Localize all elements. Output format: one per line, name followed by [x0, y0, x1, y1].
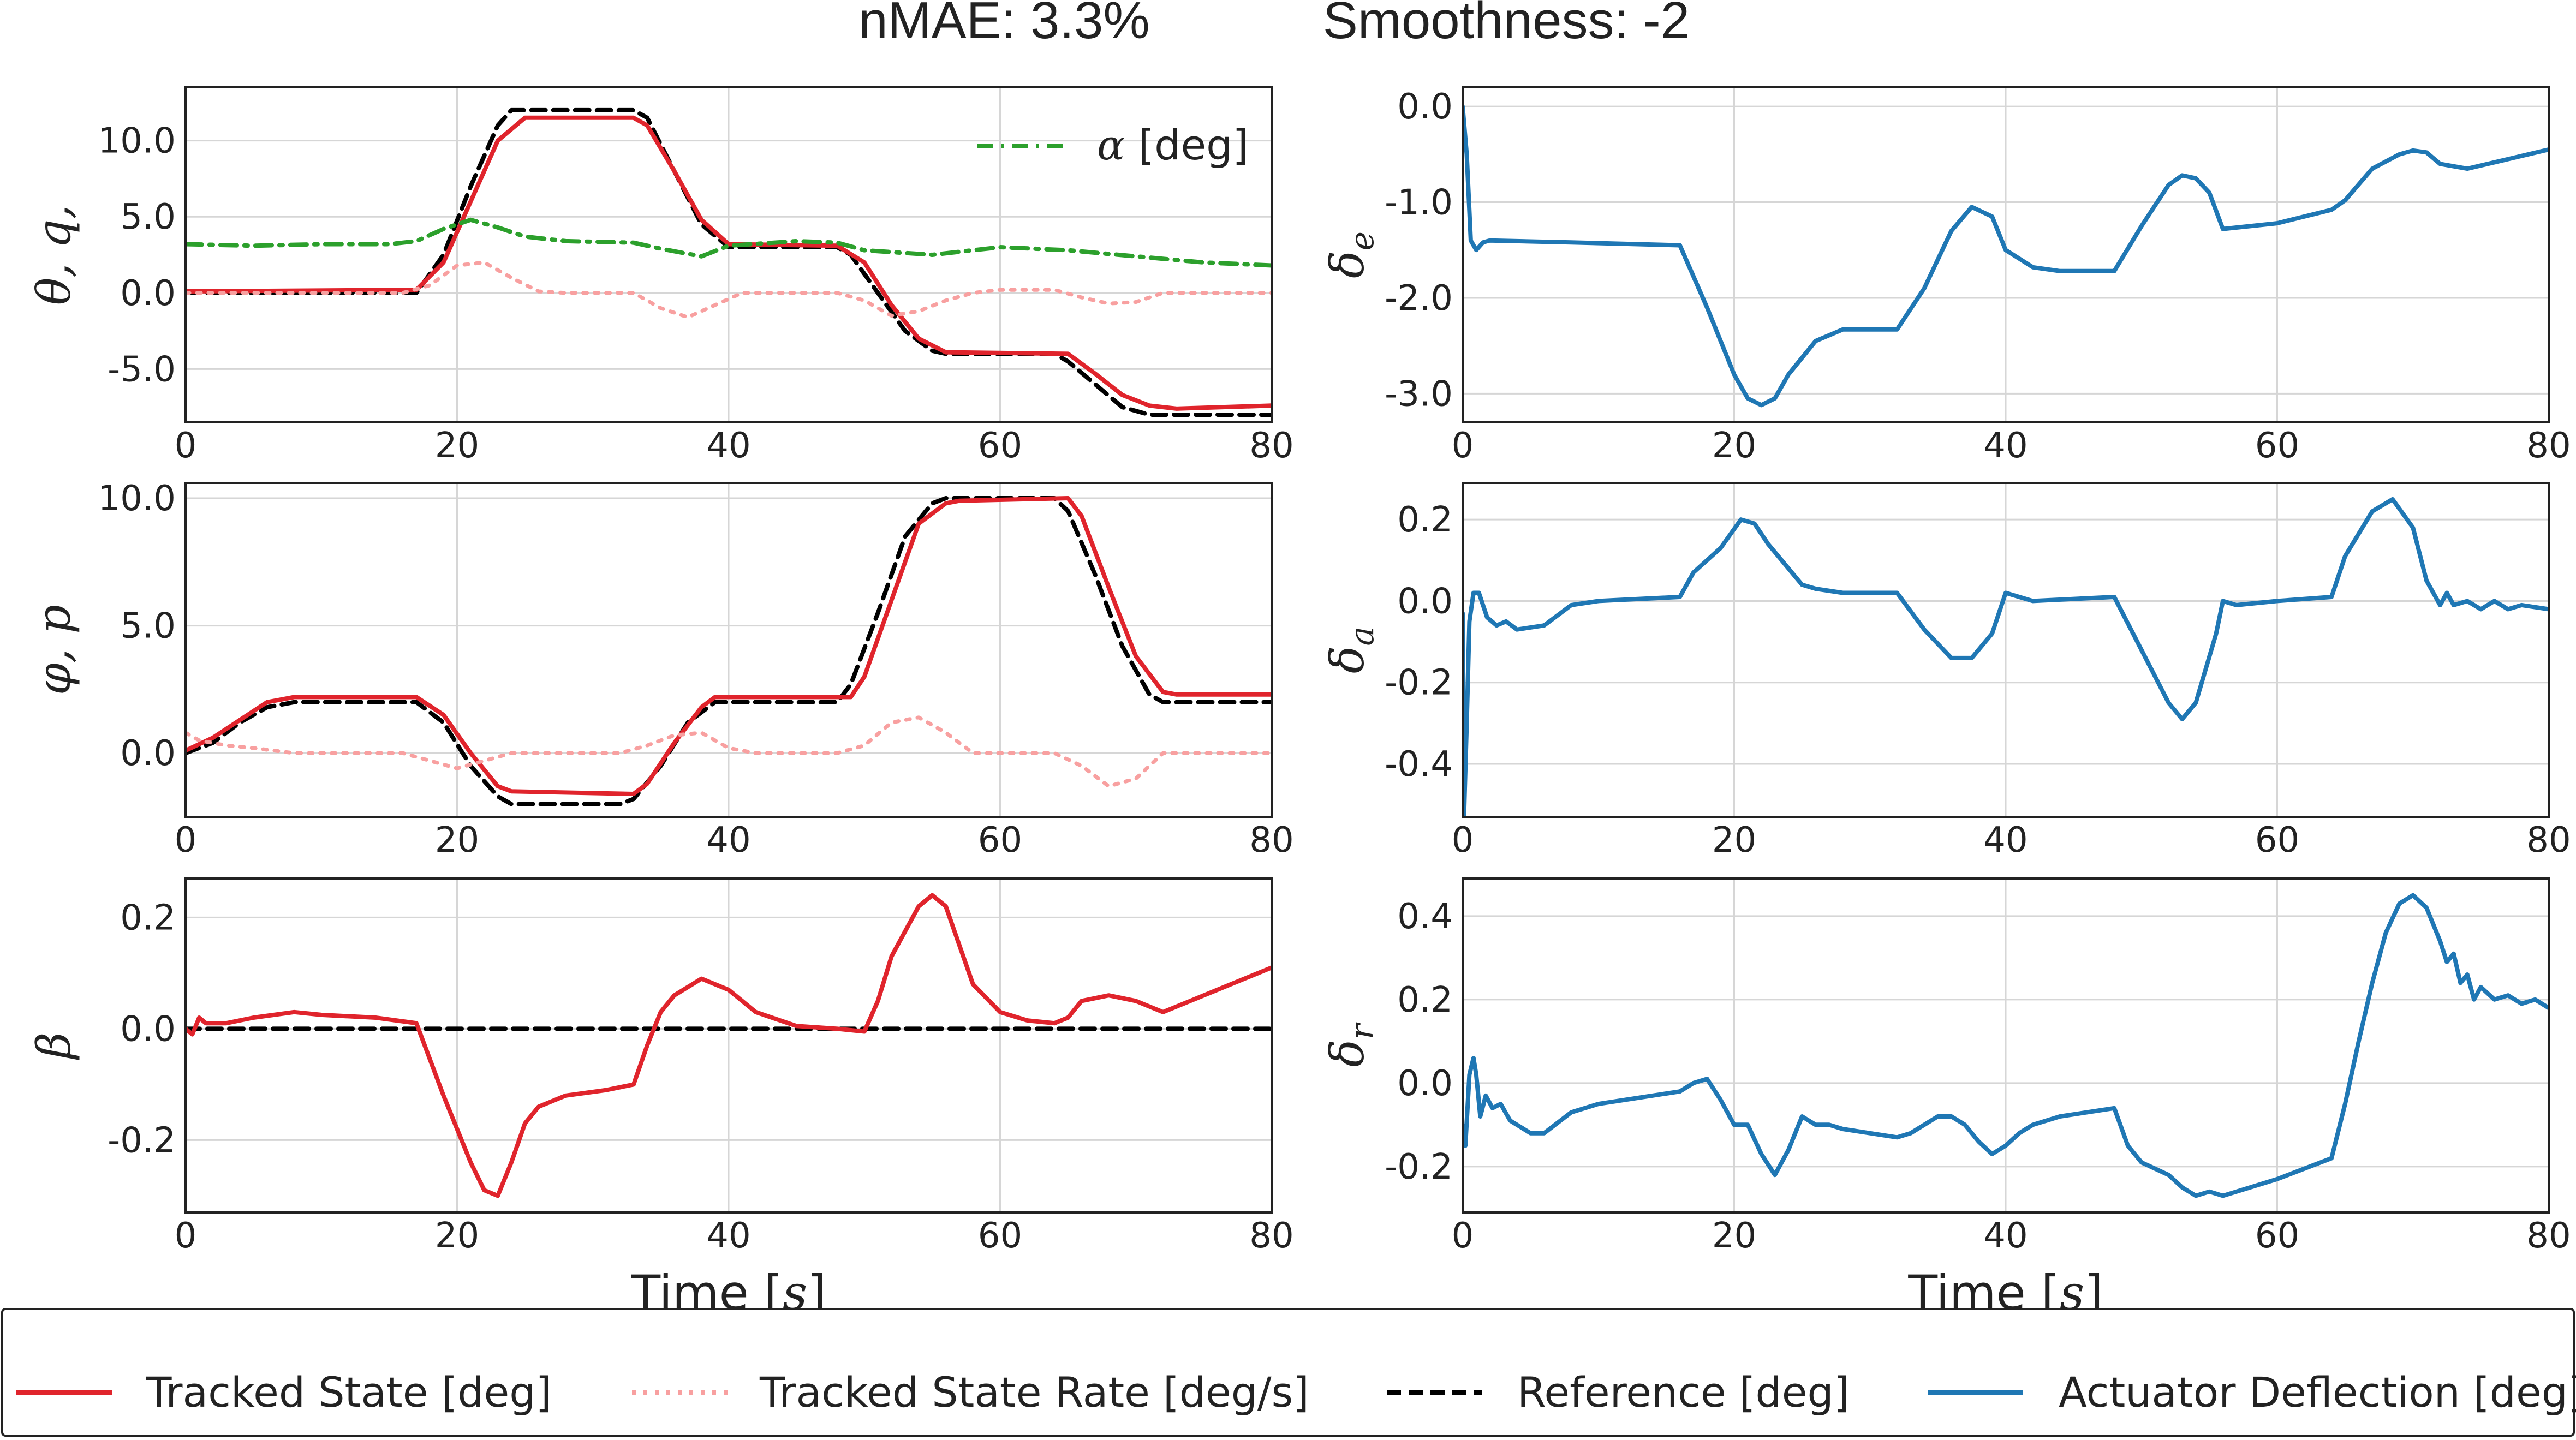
roll-xtick-label: 60 [978, 820, 1022, 861]
roll-series-group [186, 496, 1272, 806]
elevator-ytick-label: -1.0 [1385, 183, 1453, 223]
sideslip-ylabel: β [27, 1032, 81, 1061]
pitch-xtick-label: 80 [1249, 426, 1293, 466]
sideslip-xtick-label: 40 [706, 1216, 750, 1256]
elevator-xtick-label: 20 [1712, 426, 1756, 466]
rudder-xtick-label: 40 [1983, 1216, 2028, 1256]
rudder-xtick-label: 80 [2526, 1216, 2571, 1256]
aileron-xtick-label: 80 [2526, 820, 2571, 861]
aileron-ylabel: δa [1321, 626, 1381, 673]
legend-reference-label: Reference [deg] [1517, 1368, 1850, 1417]
aileron-series-actuator [1463, 497, 2549, 817]
roll-series-tracked [186, 496, 1272, 796]
aileron-ytick-label: -0.2 [1385, 663, 1453, 703]
elevator-xtick-label: 0 [1452, 426, 1474, 466]
elevator-xtick-label: 80 [2526, 426, 2571, 466]
aileron-xtick-label: 60 [2255, 820, 2299, 861]
pitch-series-group [186, 107, 1272, 417]
sideslip-ytick-label: 0.2 [120, 898, 176, 938]
panel-roll: 0 20 40 60 80 0.0 5.0 10.0 φ, p [27, 479, 1294, 861]
panel-pitch: 0 20 40 60 80 -5.0 0.0 5.0 10.0 θ, q, α [deg] [27, 86, 1294, 466]
elevator-ytick-label: -2.0 [1385, 278, 1453, 319]
rudder-ytick-label: -0.2 [1385, 1147, 1453, 1187]
elevator-ytick-label: 0.0 [1397, 87, 1453, 127]
rudder-ytick-label: 0.2 [1397, 980, 1453, 1020]
pitch-ylabel: θ, q, [27, 205, 81, 305]
rudder-series-actuator [1463, 893, 2549, 1198]
pitch-xtick-label: 40 [706, 426, 750, 466]
legend: Tracked State [deg] Tracked State Rate [… [1, 1308, 2576, 1437]
legend-tracked-label: Tracked State [deg] [146, 1368, 552, 1417]
elevator-axes-frame [1462, 86, 2550, 423]
rudder-ylabel: δr [1321, 1022, 1381, 1067]
pitch-series-alpha [186, 217, 1272, 268]
alpha-legend-label: α [deg] [1097, 121, 1249, 169]
legend-actuator-label: Actuator Deflection [deg] [2059, 1368, 2576, 1417]
rudder-series-group [1463, 893, 2549, 1198]
aileron-ytick-label: 0.2 [1397, 500, 1453, 540]
roll-xtick-label: 40 [706, 820, 750, 861]
sideslip-series-tracked [186, 893, 1272, 1198]
title-smoothness: Smoothness: -2 [1323, 0, 1690, 50]
pitch-ytick-label: 0.0 [120, 273, 176, 314]
roll-axes-frame [184, 482, 1273, 818]
rudder-axes-frame [1462, 877, 2550, 1214]
sideslip-xtick-label: 60 [978, 1216, 1022, 1256]
rudder-xtick-label: 20 [1712, 1216, 1756, 1256]
sideslip-xtick-label: 80 [1249, 1216, 1293, 1256]
pitch-axes-frame [184, 86, 1273, 423]
rudder-xtick-label: 0 [1452, 1216, 1474, 1256]
pitch-ytick-label: 5.0 [120, 197, 176, 237]
aileron-xtick-label: 20 [1712, 820, 1756, 861]
elevator-xtick-label: 60 [2255, 426, 2299, 466]
roll-xtick-label: 20 [435, 820, 479, 861]
rudder-xtick-label: 60 [2255, 1216, 2299, 1256]
aileron-axes-frame [1462, 482, 2550, 818]
sideslip-series-group [186, 893, 1272, 1198]
pitch-xtick-label: 0 [175, 426, 197, 466]
sideslip-xtick-label: 0 [175, 1216, 197, 1256]
aileron-xtick-label: 0 [1452, 820, 1474, 861]
panel-aileron: 0 20 40 60 80 -0.4 -0.2 0.0 0.2 δa [1321, 482, 2571, 861]
roll-xtick-label: 0 [175, 820, 197, 861]
pitch-series-rate [186, 260, 1272, 319]
roll-ylabel: φ, p [27, 605, 81, 695]
title-nmae: nMAE: 3.3% [858, 0, 1150, 50]
roll-ytick-label: 0.0 [120, 733, 176, 774]
elevator-ylabel: δe [1321, 231, 1381, 278]
rudder-ytick-label: 0.0 [1397, 1063, 1453, 1104]
pitch-series-tracked [186, 115, 1272, 411]
roll-ytick-label: 10.0 [98, 479, 176, 519]
elevator-xtick-label: 40 [1983, 426, 2028, 466]
roll-series-rate [186, 715, 1272, 788]
sideslip-axes-frame [184, 877, 1273, 1214]
legend-frame [1, 1308, 2575, 1437]
aileron-xtick-label: 40 [1983, 820, 2028, 861]
roll-ytick-label: 5.0 [120, 606, 176, 647]
roll-xtick-label: 80 [1249, 820, 1293, 861]
panel-elevator: 0 20 40 60 80 -3.0 -2.0 -1.0 0.0 δe [1321, 86, 2571, 466]
aileron-ytick-label: 0.0 [1397, 581, 1453, 622]
pitch-ytick-label: 10.0 [98, 121, 176, 162]
pitch-ytick-label: -5.0 [108, 349, 176, 390]
aileron-ytick-label: -0.4 [1385, 744, 1453, 785]
elevator-series-group [1463, 104, 2549, 408]
roll-series-reference [186, 496, 1272, 806]
elevator-series-actuator [1463, 104, 2549, 408]
sideslip-xtick-label: 20 [435, 1216, 479, 1256]
aileron-series-group [1463, 497, 2549, 817]
pitch-xtick-label: 20 [435, 426, 479, 466]
sideslip-ytick-label: -0.2 [108, 1120, 176, 1161]
elevator-ytick-label: -3.0 [1385, 374, 1453, 414]
pitch-xtick-label: 60 [978, 426, 1022, 466]
rudder-ytick-label: 0.4 [1397, 897, 1453, 937]
sideslip-ytick-label: 0.0 [120, 1009, 176, 1049]
legend-rate-label: Tracked State Rate [deg/s] [759, 1368, 1309, 1417]
